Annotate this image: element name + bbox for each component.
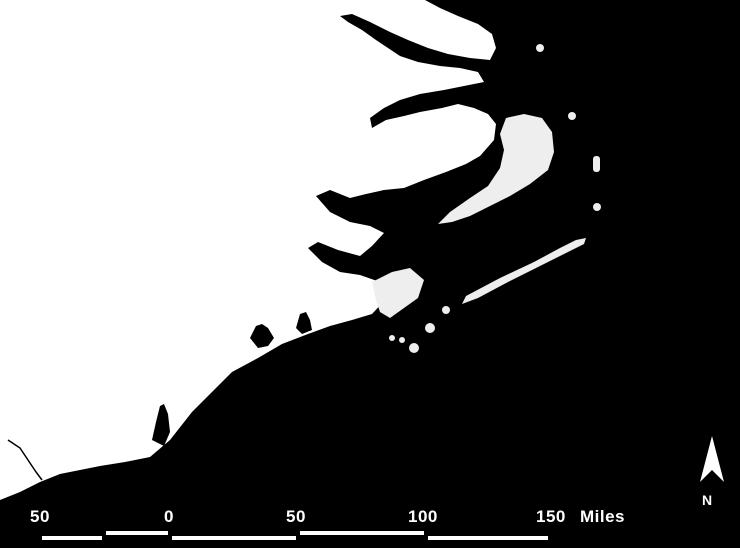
north-arrow-icon — [700, 436, 724, 482]
sound-light-area-south — [372, 268, 424, 318]
scale-label-50-west: 50 — [30, 507, 50, 526]
scale-label-50: 50 — [286, 507, 306, 526]
scale-bar — [42, 531, 548, 540]
scale-bar-segment-5 — [428, 536, 548, 540]
scale-label-100: 100 — [408, 507, 438, 526]
scale-bar-segment-4 — [300, 531, 424, 535]
river-inlet-1 — [250, 324, 274, 348]
scale-bar-segment-2 — [106, 531, 168, 535]
scale-bar-segment-1 — [42, 536, 102, 540]
river-inlet-3 — [152, 404, 170, 446]
north-label: N — [702, 492, 713, 508]
scale-bar-segment-3 — [172, 536, 296, 540]
scale-label-0: 0 — [164, 507, 174, 526]
river-line-sw — [7, 439, 43, 481]
scale-unit-label: Miles — [580, 507, 626, 526]
river-inlet-2 — [296, 312, 312, 334]
sound-light-area — [438, 114, 554, 224]
scale-label-150: 150 — [536, 507, 566, 526]
barrier-islands — [389, 44, 601, 353]
